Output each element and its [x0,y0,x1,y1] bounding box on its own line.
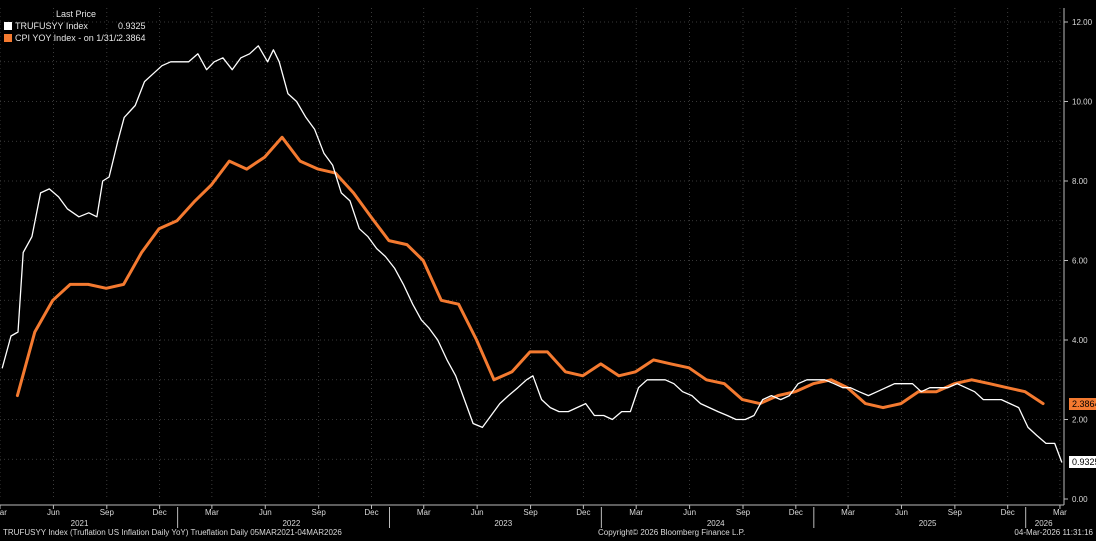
x-tick-label: Mar [629,508,643,517]
legend-item-truflation[interactable]: TRUFUSYY Index 0.9325 [4,20,146,32]
x-tick-label: Mar [417,508,431,517]
x-tick-label: Sep [523,508,538,517]
x-tick-label: Jun [259,508,272,517]
x-tick-label: Jun [471,508,484,517]
x-tick-label: Sep [736,508,751,517]
footer-timestamp: 04-Mar-2026 11:31:16 [1014,528,1093,537]
x-tick-label: Dec [576,508,590,517]
x-tick-label: Dec [153,508,167,517]
legend-item-cpi[interactable]: CPI YOY Index - on 1/31/26 2.3864 [4,32,146,44]
y-tick-label: 8.00 [1072,177,1088,186]
legend-label: CPI YOY Index - on 1/31/26 [15,33,118,43]
footer-source: TRUFUSYY Index (Truflation US Inflation … [3,528,342,537]
footer-copyright: Copyright© 2026 Bloomberg Finance L.P. [598,528,746,537]
legend-value: 2.3864 [118,33,146,43]
x-tick-label: Sep [948,508,963,517]
x-tick-label: Jun [47,508,60,517]
last-value-tag: 2.3864 [1069,398,1096,411]
y-tick-label: 2.00 [1072,416,1088,425]
x-year-label: 2024 [707,519,725,528]
x-year-label: 2025 [919,519,937,528]
x-tick-label: Jun [683,508,696,517]
legend-swatch-orange [4,34,12,42]
x-axis: Mar Jun Sep Dec Mar Jun Sep Dec Mar Jun Sep Dec Mar J… [0,504,1067,528]
x-year-label: 2026 [1035,519,1053,528]
series-line-truflation [1,45,1063,463]
x-tick-label: Sep [312,508,327,517]
chart-series-layer [1,45,1063,463]
y-tick-label: 0.00 [1072,495,1088,504]
y-tick-label: 6.00 [1072,257,1088,266]
x-tick-label: Dec [1001,508,1015,517]
x-tick-label: Mar [1053,508,1067,517]
y-tick-label: 10.00 [1072,98,1093,107]
x-tick-label: Jun [895,508,908,517]
legend-title: Last Price [56,9,97,19]
legend-swatch-white [4,22,12,30]
x-year-label: 2021 [71,519,89,528]
x-tick-label: Mar [841,508,855,517]
x-tick-label: Dec [789,508,803,517]
legend: Last Price TRUFUSYY Index 0.9325 CPI YOY… [4,8,146,44]
legend-value: 0.9325 [118,21,146,31]
x-tick-label: Dec [364,508,378,517]
x-year-label: 2023 [494,519,512,528]
last-value-tag: 0.9325 [1069,455,1096,468]
series-line-cpi [15,135,1045,410]
x-year-label: 2022 [282,519,300,528]
y-axis: 0.00 2.00 4.00 6.00 8.00 10.00 12.00 [1063,8,1093,505]
x-tick-label: Sep [100,508,115,517]
x-tick-label: Mar [0,508,7,517]
legend-label: TRUFUSYY Index [15,21,88,31]
chart-grid [0,8,1064,499]
y-tick-label: 4.00 [1072,336,1088,345]
x-tick-label: Mar [205,508,219,517]
y-tick-label: 12.00 [1072,18,1093,27]
